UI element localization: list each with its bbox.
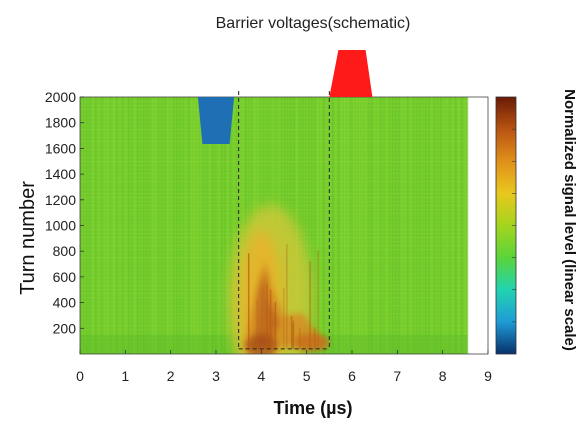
x-tick-label: 3	[212, 368, 220, 384]
x-tick-label: 1	[121, 368, 129, 384]
y-tick-label: 1200	[45, 192, 76, 208]
x-tick-label: 6	[348, 368, 356, 384]
y-tick-label: 1400	[45, 166, 76, 182]
colorbar	[495, 96, 517, 355]
y-tick-label: 800	[53, 243, 77, 259]
barrier-voltage-pulses	[197, 50, 373, 144]
y-tick-label: 400	[53, 295, 77, 311]
y-axis-label: Turn number	[17, 181, 39, 295]
y-tick-label: 200	[53, 320, 77, 336]
x-tick-label: 5	[303, 368, 311, 384]
y-axis-ticks: 200 400 600 800 1000 1200 1400 1600 1800 2000	[45, 89, 84, 336]
x-tick-label: 0	[76, 368, 84, 384]
colorbar-label: Normalized signal level (linear scale)	[561, 89, 578, 351]
x-axis-ticks: 0 1 2 3 4 5 6 7 8 9	[76, 350, 492, 384]
x-tick-label: 7	[393, 368, 401, 384]
x-tick-label: 8	[439, 368, 447, 384]
signal-hotspot	[228, 205, 330, 354]
plot-area	[79, 91, 489, 355]
y-tick-label: 600	[53, 269, 77, 285]
barrier-gap-lines	[238, 91, 330, 350]
x-tick-label: 9	[484, 368, 492, 384]
y-tick-label: 1600	[45, 140, 76, 156]
x-tick-label: 4	[257, 368, 265, 384]
y-tick-label: 2000	[45, 89, 76, 105]
chart-title: Barrier voltages(schematic)	[216, 15, 411, 32]
barrier-pulse-negative	[197, 97, 235, 144]
y-tick-label: 1000	[45, 218, 76, 234]
y-tick-label: 1800	[45, 115, 76, 131]
x-tick-label: 2	[167, 368, 175, 384]
x-axis-label: Time (µs)	[273, 398, 352, 418]
barrier-pulse-positive	[329, 50, 373, 97]
